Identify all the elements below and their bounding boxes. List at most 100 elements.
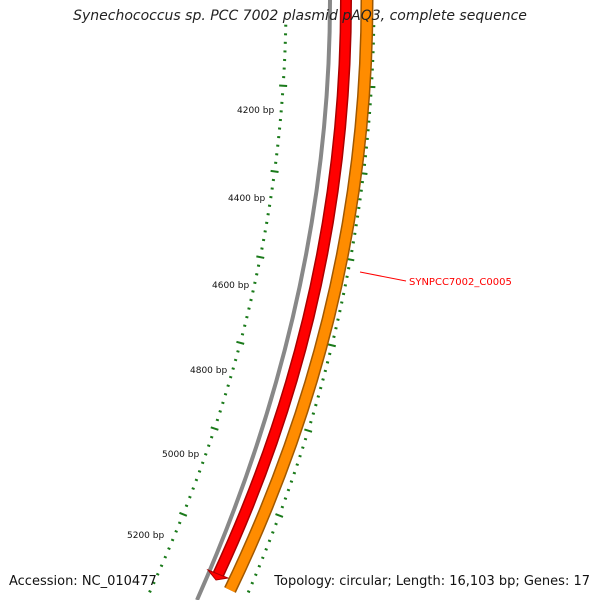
scale-tick bbox=[289, 480, 294, 484]
scale-tick bbox=[167, 547, 171, 551]
scale-tick bbox=[191, 487, 195, 491]
scale-tick bbox=[231, 367, 235, 370]
scale-tick bbox=[303, 437, 308, 441]
scale-tick bbox=[228, 375, 233, 379]
scale-tick bbox=[274, 522, 278, 526]
scale-tick bbox=[309, 420, 313, 424]
scale-tick bbox=[292, 471, 297, 475]
scale-tick bbox=[270, 169, 279, 173]
scale-label: 4200 bp bbox=[237, 106, 274, 116]
scale-tick bbox=[265, 221, 269, 225]
gene-label: SYNPCC7002_C0005 bbox=[409, 277, 512, 288]
scale-tick bbox=[246, 590, 251, 594]
feature-arrowhead bbox=[206, 568, 230, 581]
scale-tick bbox=[321, 378, 325, 381]
topology-summary: Topology: circular; Length: 16,103 bp; G… bbox=[274, 574, 590, 589]
scale-tick bbox=[233, 358, 238, 362]
scale-label: 4600 bp bbox=[212, 281, 249, 291]
scale-tick bbox=[203, 452, 208, 456]
scale-tick bbox=[256, 255, 265, 259]
scale-tick bbox=[263, 230, 267, 233]
scale-tick bbox=[240, 332, 245, 336]
scale-tick bbox=[256, 264, 261, 267]
scale-tick bbox=[343, 284, 347, 287]
scale-tick bbox=[179, 511, 188, 517]
scale-tick bbox=[155, 572, 160, 576]
scale-tick bbox=[350, 249, 354, 253]
scale-tick bbox=[279, 84, 288, 87]
scale-label: 4400 bp bbox=[228, 194, 265, 204]
scale-tick bbox=[188, 495, 192, 499]
scale-tick bbox=[249, 298, 253, 302]
scale-tick bbox=[174, 529, 178, 533]
scale-tick bbox=[283, 497, 288, 501]
scale-tick bbox=[261, 556, 265, 560]
scale-tick bbox=[298, 454, 302, 458]
backbone-track bbox=[195, 0, 332, 600]
scale-tick bbox=[221, 401, 225, 405]
scale-tick bbox=[245, 315, 249, 319]
scale-tick bbox=[295, 463, 299, 467]
scale-tick bbox=[260, 247, 264, 250]
feature-track-red bbox=[206, 0, 352, 581]
scale-tick bbox=[236, 340, 245, 345]
scale-tick bbox=[253, 281, 257, 285]
scale-tick bbox=[334, 326, 338, 330]
scale-tick bbox=[327, 343, 337, 348]
scale-tick bbox=[323, 369, 328, 373]
scale-label: 4800 bp bbox=[190, 366, 227, 376]
scale-label: 5000 bp bbox=[162, 450, 199, 460]
scale-tick bbox=[345, 275, 349, 279]
scale-tick bbox=[325, 361, 330, 364]
scale-tick bbox=[286, 488, 291, 492]
scale-tick bbox=[347, 266, 351, 270]
gene-label-leader bbox=[359, 271, 407, 282]
scale-tick bbox=[328, 352, 332, 356]
scale-tick bbox=[148, 589, 152, 593]
scale-label: 5200 bp bbox=[127, 531, 164, 541]
scale-tick bbox=[271, 530, 275, 534]
scale-tick bbox=[250, 581, 255, 585]
scale-tick bbox=[340, 301, 344, 304]
scale-tick bbox=[255, 272, 259, 276]
scale-tick bbox=[163, 555, 168, 559]
scale-tick bbox=[209, 435, 214, 439]
scale-tick bbox=[261, 238, 266, 242]
scale-tick bbox=[210, 426, 219, 431]
scale-tick bbox=[223, 392, 228, 396]
scale-tick bbox=[351, 241, 356, 244]
scale-tick bbox=[316, 395, 321, 398]
scale-tick bbox=[152, 581, 156, 585]
scale-tick bbox=[197, 469, 202, 473]
scale-tick bbox=[318, 386, 323, 390]
scale-tick bbox=[336, 318, 340, 321]
scale-tick bbox=[200, 461, 205, 465]
accession-label: Accession: NC_010477 bbox=[9, 574, 157, 589]
scale-tick bbox=[301, 446, 305, 450]
scale-tick bbox=[254, 573, 258, 577]
scale-tick bbox=[184, 504, 189, 508]
scale-tick bbox=[243, 324, 247, 328]
scale-tick bbox=[218, 410, 222, 413]
scale-tick bbox=[226, 384, 230, 388]
scale-tick bbox=[267, 539, 272, 543]
scale-tick bbox=[177, 521, 182, 525]
scale-tick bbox=[314, 403, 318, 407]
scale-tick bbox=[194, 478, 199, 482]
scale-tick bbox=[332, 335, 336, 339]
scale-tick bbox=[304, 428, 313, 433]
scale-tick bbox=[275, 513, 284, 518]
scale-tick bbox=[311, 412, 316, 415]
scale-tick bbox=[257, 564, 262, 568]
page-title: Synechococcus sp. PCC 7002 plasmid pAQ3,… bbox=[73, 8, 527, 24]
scale-tick bbox=[159, 564, 164, 568]
scale-tick bbox=[247, 307, 251, 310]
scale-tick bbox=[170, 538, 175, 542]
scale-tick bbox=[236, 350, 240, 353]
feature-track-orange bbox=[224, 0, 374, 593]
scale-tick bbox=[215, 418, 220, 422]
scale-tick bbox=[338, 309, 342, 313]
scale-tick bbox=[280, 505, 285, 509]
scale-tick bbox=[206, 444, 211, 448]
